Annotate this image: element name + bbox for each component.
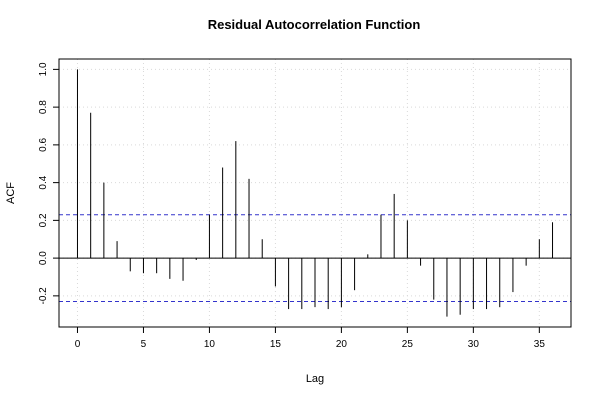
- y-tick-label: -0.2: [38, 287, 49, 305]
- x-tick-label: 10: [204, 339, 216, 350]
- chart-title: Residual Autocorrelation Function: [208, 17, 421, 32]
- y-tick-label: 1.0: [38, 62, 49, 76]
- x-tick-label: 20: [336, 339, 348, 350]
- y-axis-label: ACF: [5, 182, 17, 204]
- y-tick-label: 0.4: [38, 175, 49, 189]
- x-tick-label: 25: [402, 339, 414, 350]
- y-axis: -0.2 0.0 0.2 0.4 0.6 0.8 1.0: [38, 62, 60, 305]
- y-tick-label: 0.6: [38, 137, 49, 151]
- x-tick-label: 5: [141, 339, 147, 350]
- acf-bars: [76, 69, 554, 317]
- y-tick-label: 0.8: [38, 100, 49, 114]
- y-tick-label: 0.2: [38, 213, 49, 227]
- x-tick-label: 30: [468, 339, 480, 350]
- x-axis: 0 5 10 15 20 25 30 35: [75, 326, 546, 350]
- x-tick-label: 35: [534, 339, 546, 350]
- y-tick-label: 0.0: [38, 251, 49, 265]
- x-tick-label: 15: [270, 339, 282, 350]
- x-axis-label: Lag: [306, 373, 324, 385]
- x-tick-label: 0: [75, 339, 81, 350]
